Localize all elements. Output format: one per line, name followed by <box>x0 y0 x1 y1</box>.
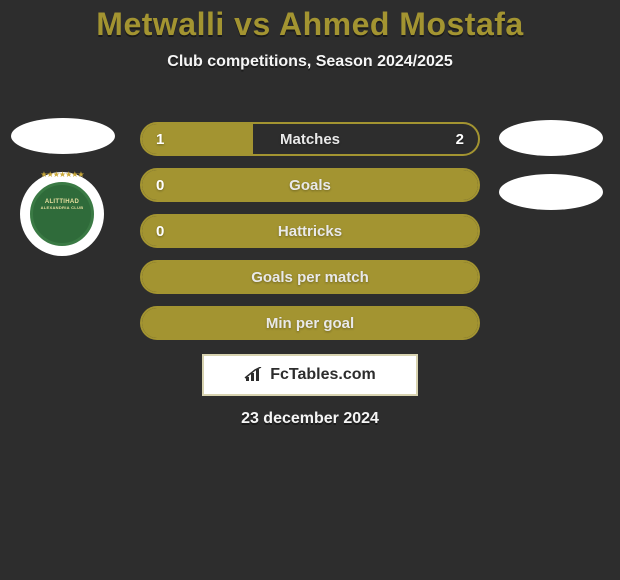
badge-stars-icon: ★★★★★★★ <box>30 170 94 179</box>
badge-inner: ALITTIHAD ALEXANDRIA CLUB <box>30 182 94 246</box>
stat-label: Goals <box>289 177 331 194</box>
stat-label: Goals per match <box>251 269 369 286</box>
page-title: Metwalli vs Ahmed Mostafa <box>0 0 620 43</box>
stat-bar: 0 Hattricks <box>140 214 480 248</box>
stat-label: Matches <box>280 131 340 148</box>
stat-right-value: 2 <box>456 131 464 148</box>
player-photo-placeholder <box>499 120 603 156</box>
player-photo-placeholder <box>11 118 115 154</box>
club-badge-placeholder <box>499 174 603 210</box>
stat-left-value: 1 <box>156 131 164 148</box>
stat-bar: 0 Goals <box>140 168 480 202</box>
badge-text: ALITTIHAD ALEXANDRIA CLUB <box>33 199 91 211</box>
attribution-text: FcTables.com <box>270 366 376 384</box>
stat-bar: Goals per match <box>140 260 480 294</box>
stat-bar: Min per goal <box>140 306 480 340</box>
date-label: 23 december 2024 <box>0 410 620 428</box>
stat-label: Min per goal <box>266 315 354 332</box>
badge-line2: ALEXANDRIA CLUB <box>41 205 84 210</box>
page-subtitle: Club competitions, Season 2024/2025 <box>0 53 620 71</box>
stat-label: Hattricks <box>278 223 342 240</box>
stat-left-value: 0 <box>156 177 164 194</box>
attribution-badge: FcTables.com <box>202 354 418 396</box>
chart-icon <box>244 367 264 383</box>
stat-left-value: 0 <box>156 223 164 240</box>
stats-bars: 1 Matches 2 0 Goals 0 Hattricks Goals per match… <box>140 122 480 352</box>
right-player-column <box>496 120 606 228</box>
club-badge: ★★★★★★★ ALITTIHAD ALEXANDRIA CLUB <box>20 172 104 256</box>
stat-bar: 1 Matches 2 <box>140 122 480 156</box>
left-player-column: ★★★★★★★ ALITTIHAD ALEXANDRIA CLUB <box>8 118 118 256</box>
